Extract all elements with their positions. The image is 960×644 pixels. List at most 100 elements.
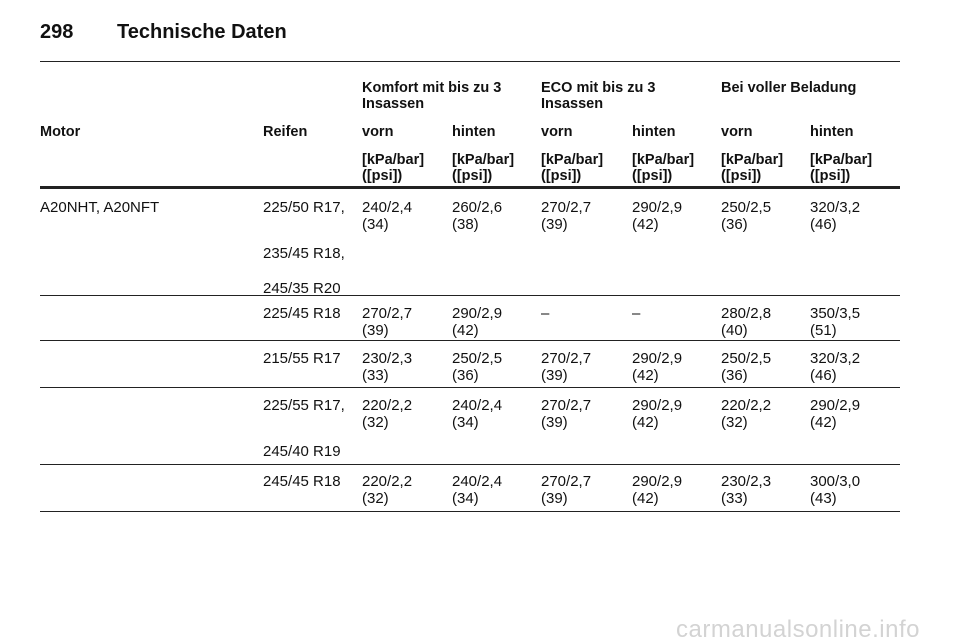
motor: A20NHT, A20NFT bbox=[40, 199, 160, 216]
row-rule bbox=[40, 464, 900, 465]
pressure-value: 290/2,9 bbox=[632, 350, 683, 367]
pressure-value: (46) bbox=[810, 216, 837, 233]
pressure-value: 220/2,2 bbox=[721, 397, 772, 414]
watermark: carmanualsonline.info bbox=[676, 616, 920, 643]
unit-header: ([psi]) bbox=[362, 168, 403, 184]
group-header: Bei voller Beladung bbox=[721, 80, 857, 96]
unit-header: ([psi]) bbox=[721, 168, 762, 184]
pressure-value: (34) bbox=[362, 216, 389, 233]
pressure-value: 250/2,5 bbox=[721, 350, 772, 367]
unit-header: [kPa/bar] bbox=[810, 152, 873, 168]
pressure-value: 240/2,4 bbox=[452, 397, 503, 414]
pressure-value: (36) bbox=[452, 367, 479, 384]
group-header: ECO mit bis zu 3 bbox=[541, 80, 656, 96]
column-header: hinten bbox=[632, 124, 676, 140]
pressure-value: 250/2,5 bbox=[721, 199, 772, 216]
pressure-value: 280/2,8 bbox=[721, 305, 772, 322]
pressure-value: (36) bbox=[721, 367, 748, 384]
pressure-value: 220/2,2 bbox=[362, 473, 413, 490]
pressure-value: (34) bbox=[452, 490, 479, 507]
pressure-value: (39) bbox=[541, 414, 568, 431]
pressure-value: (32) bbox=[721, 414, 748, 431]
pressure-value: – bbox=[632, 305, 641, 322]
group-header: Insassen bbox=[541, 96, 604, 112]
pressure-value: 240/2,4 bbox=[452, 473, 503, 490]
column-header: hinten bbox=[452, 124, 496, 140]
pressure-value: 290/2,9 bbox=[810, 397, 861, 414]
pressure-value: (42) bbox=[632, 216, 659, 233]
pressure-value: 290/2,9 bbox=[632, 473, 683, 490]
unit-header: ([psi]) bbox=[541, 168, 582, 184]
pressure-value: (39) bbox=[541, 216, 568, 233]
pressure-value: 270/2,7 bbox=[362, 305, 413, 322]
group-header: Insassen bbox=[362, 96, 425, 112]
pressure-value: 260/2,6 bbox=[452, 199, 503, 216]
unit-header: [kPa/bar] bbox=[721, 152, 784, 168]
column-header: vorn bbox=[362, 124, 394, 140]
column-header: vorn bbox=[721, 124, 753, 140]
pressure-value: (36) bbox=[721, 216, 748, 233]
pressure-value: 270/2,7 bbox=[541, 473, 592, 490]
group-header: Komfort mit bis zu 3 bbox=[362, 80, 502, 96]
pressure-value: 320/3,2 bbox=[810, 350, 861, 367]
pressure-value: (42) bbox=[452, 322, 479, 339]
tire-size: 215/55 R17 bbox=[263, 350, 341, 367]
tire-size: 225/55 R17, bbox=[263, 397, 345, 414]
pressure-value: (40) bbox=[721, 322, 748, 339]
pressure-value: (43) bbox=[810, 490, 837, 507]
pressure-value: 240/2,4 bbox=[362, 199, 413, 216]
pressure-value: (39) bbox=[541, 490, 568, 507]
pressure-value: (32) bbox=[362, 490, 389, 507]
pressure-value: 250/2,5 bbox=[452, 350, 503, 367]
pressure-value: (42) bbox=[810, 414, 837, 431]
pressure-value: 220/2,2 bbox=[362, 397, 413, 414]
unit-header: [kPa/bar] bbox=[452, 152, 515, 168]
pressure-value: (33) bbox=[362, 367, 389, 384]
pressure-value: 270/2,7 bbox=[541, 397, 592, 414]
pressure-value: 230/2,3 bbox=[362, 350, 413, 367]
unit-header: ([psi]) bbox=[810, 168, 851, 184]
pressure-value: 350/3,5 bbox=[810, 305, 861, 322]
pressure-value: (33) bbox=[721, 490, 748, 507]
tire-size: 245/45 R18 bbox=[263, 473, 341, 490]
unit-header: [kPa/bar] bbox=[362, 152, 425, 168]
unit-header: [kPa/bar] bbox=[632, 152, 695, 168]
pressure-value: 230/2,3 bbox=[721, 473, 772, 490]
page-number: 298 bbox=[40, 21, 74, 43]
tire-size: 245/35 R20 bbox=[263, 280, 341, 297]
pressure-value: (51) bbox=[810, 322, 837, 339]
pressure-value: (42) bbox=[632, 490, 659, 507]
unit-header: ([psi]) bbox=[632, 168, 673, 184]
pressure-value: 270/2,7 bbox=[541, 199, 592, 216]
header-rule bbox=[40, 61, 900, 62]
row-rule bbox=[40, 387, 900, 388]
row-rule bbox=[40, 295, 900, 296]
row-rule bbox=[40, 186, 900, 189]
pressure-value: (42) bbox=[632, 414, 659, 431]
pressure-value: (39) bbox=[362, 322, 389, 339]
pressure-value: 300/3,0 bbox=[810, 473, 861, 490]
pressure-value: – bbox=[541, 305, 550, 322]
pressure-value: 290/2,9 bbox=[632, 199, 683, 216]
tire-size: 235/45 R18, bbox=[263, 245, 345, 262]
unit-header: [kPa/bar] bbox=[541, 152, 604, 168]
pressure-value: 290/2,9 bbox=[632, 397, 683, 414]
column-header: vorn bbox=[541, 124, 573, 140]
column-header: hinten bbox=[810, 124, 854, 140]
pressure-value: 270/2,7 bbox=[541, 350, 592, 367]
tire-size: 225/45 R18 bbox=[263, 305, 341, 322]
tire-size: 225/50 R17, bbox=[263, 199, 345, 216]
pressure-value: (38) bbox=[452, 216, 479, 233]
row-rule bbox=[40, 511, 900, 512]
pressure-value: (39) bbox=[541, 367, 568, 384]
pressure-value: (32) bbox=[362, 414, 389, 431]
pressure-value: (34) bbox=[452, 414, 479, 431]
tire-size: 245/40 R19 bbox=[263, 443, 341, 460]
pressure-value: 320/3,2 bbox=[810, 199, 861, 216]
page-title: Technische Daten bbox=[117, 21, 287, 43]
pressure-value: 290/2,9 bbox=[452, 305, 503, 322]
pressure-value: (42) bbox=[632, 367, 659, 384]
column-header: Reifen bbox=[263, 124, 308, 140]
row-rule bbox=[40, 340, 900, 341]
